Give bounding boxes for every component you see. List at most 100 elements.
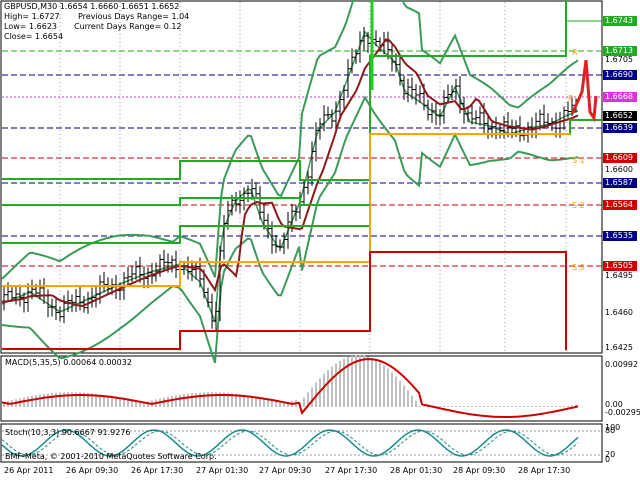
price-tick-1.6652: 1.6652 [603, 111, 637, 121]
price-bar [414, 84, 418, 105]
band-upper [1, 0, 579, 280]
stochastic-indicator [1, 429, 602, 457]
price-bar [446, 84, 450, 104]
price-bar [134, 261, 138, 280]
price-tick-1.6713: 1.6713 [603, 46, 637, 56]
price-bar [542, 104, 546, 129]
time-label: 28 Apr 01:30 [390, 466, 443, 475]
band-lower [1, 95, 579, 364]
price-tick-1.6705: 1.6705 [605, 55, 633, 64]
price-bar [58, 306, 62, 322]
price-tick-1.6668: 1.6668 [603, 92, 637, 102]
price-bar [238, 190, 242, 214]
daily-level-step-0 [2, 119, 602, 244]
price-bar [426, 99, 430, 121]
price-bar [330, 109, 334, 128]
daily-level-step-3 [2, 197, 370, 206]
low-info: Low= 1.6623 [4, 22, 57, 31]
price-bar [282, 232, 286, 255]
close-info: Close= 1.6654 [4, 32, 64, 41]
macd-signal-line [1, 358, 579, 418]
price-bar [294, 204, 298, 222]
price-bar [14, 285, 18, 305]
price-bar [162, 249, 166, 271]
price-bar [246, 185, 250, 203]
macd-label: MACD(5,35,5) 0.00064 0.00032 [5, 358, 132, 367]
price-bar [374, 30, 378, 47]
stoch-signal-line [1, 430, 579, 456]
level-label-0: S 1 [572, 156, 585, 165]
price-bar [526, 121, 530, 143]
level-label-3: R [572, 48, 578, 57]
price-bar [218, 245, 222, 322]
price-tick-1.6743: 1.6743 [603, 16, 637, 26]
price-bar [250, 178, 254, 200]
price-tick-1.6564: 1.6564 [603, 200, 637, 210]
price-bar [350, 48, 354, 74]
current-range-info: Current Days Range= 0.12 [74, 22, 182, 31]
macd-indicator [1, 355, 579, 418]
price-bar [174, 250, 178, 278]
price-bar [478, 106, 482, 126]
price-bar [406, 78, 410, 103]
price-tick-1.6600: 1.6600 [605, 165, 633, 174]
price-bar [438, 108, 442, 126]
time-label: 26 Apr 09:30 [66, 466, 119, 475]
price-bar [454, 78, 458, 101]
price-bar [102, 272, 106, 293]
time-label: 26 Apr 17:30 [131, 466, 184, 475]
time-label: 27 Apr 09:30 [259, 466, 312, 475]
price-tick-1.6587: 1.6587 [603, 178, 637, 188]
stoch-label: Stoch(10,3,3) 90.6667 91.9276 [5, 428, 131, 437]
price-bar [18, 284, 22, 307]
price-tick-1.6505: 1.6505 [603, 261, 637, 271]
price-bar [254, 182, 258, 199]
macd-tick: 0.00 [605, 400, 623, 409]
time-label: 28 Apr 17:30 [518, 466, 571, 475]
high-info: High= 1.6727 [4, 12, 60, 21]
time-label: 28 Apr 09:30 [453, 466, 506, 475]
price-bar [510, 119, 514, 139]
price-bar [226, 201, 230, 230]
stoch-tick: 0 [605, 455, 611, 464]
price-tick-1.6639: 1.6639 [603, 123, 637, 133]
price-bar [126, 266, 130, 286]
price-tick-1.6609: 1.6609 [603, 153, 637, 163]
price-bar [130, 265, 134, 283]
price-bar [82, 295, 86, 313]
price-bar [354, 49, 358, 64]
price-bar [94, 286, 98, 308]
price-bar [470, 103, 474, 125]
price-bar [74, 289, 78, 312]
price-bar [214, 301, 218, 331]
price-bar [358, 31, 362, 63]
price-bar [54, 296, 58, 320]
stoch-tick: 100 [605, 423, 621, 432]
projection-arrow-up [570, 59, 588, 115]
price-bar [222, 215, 226, 260]
price-bar [434, 101, 438, 125]
price-bar [170, 255, 174, 273]
price-pane-border [0, 0, 603, 354]
time-label: 27 Apr 17:30 [325, 466, 378, 475]
daily-level-step-4 [2, 251, 567, 350]
price-bar [10, 287, 14, 302]
level-label-1: S 2 [572, 201, 585, 210]
price-bar [334, 101, 338, 131]
price-bar [278, 239, 282, 252]
price-bar [442, 89, 446, 124]
price-bar [474, 110, 478, 125]
stoch-tick: 20 [605, 450, 616, 459]
macd-tick: -0.00295 [605, 408, 640, 417]
price-bar [342, 85, 346, 109]
price-bar [486, 115, 490, 139]
price-bar [2, 285, 6, 311]
price-bar [398, 55, 402, 86]
macd-tick: 0.00992 [605, 360, 639, 369]
price-bar [366, 31, 370, 53]
price-bar [234, 192, 238, 212]
price-bar [310, 141, 314, 187]
price-bar [206, 287, 210, 308]
